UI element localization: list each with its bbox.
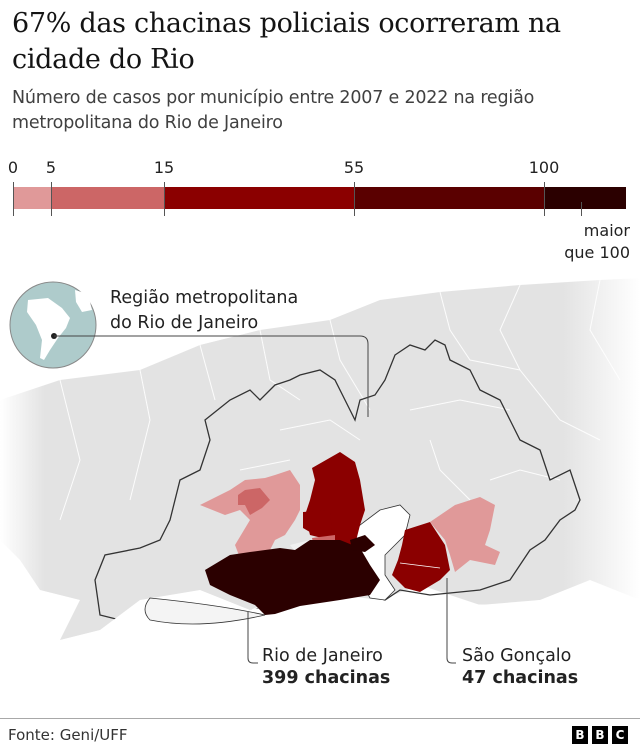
footer-divider (0, 718, 640, 719)
legend-bin-over-100 (544, 187, 626, 209)
rio-leader-line (247, 612, 258, 664)
sepetiba-bay (144, 597, 266, 625)
legend-tick (581, 202, 582, 216)
callout-value: 47 chacinas (462, 668, 579, 688)
legend-tick-label: 15 (153, 158, 175, 177)
legend-tick-label: 55 (343, 158, 365, 177)
legend-bin-5-15 (51, 187, 164, 209)
legend-tick (164, 182, 165, 216)
legend-bin-15-55 (164, 187, 354, 209)
callout-value: 399 chacinas (262, 668, 391, 688)
legend-tick (544, 182, 545, 216)
legend-tick-label: 5 (45, 158, 57, 177)
locator-label: Região metropolitana do Rio de Janeiro (110, 288, 299, 333)
municipality-dark-small (303, 510, 332, 535)
source-note: Fonte: Geni/UFF (8, 726, 128, 744)
municipality-light-east (430, 497, 500, 572)
color-legend: 0 5 15 55 100 maior que 100 (0, 150, 640, 265)
bbc-logo-letter: B (592, 726, 608, 744)
bbc-logo: B B C (572, 726, 628, 744)
bbc-logo-letter: B (572, 726, 588, 744)
sao-goncalo-leader-line (446, 578, 456, 664)
legend-tick (354, 182, 355, 216)
municipality-rio-de-janeiro (205, 540, 380, 615)
municipal-borders (59, 279, 621, 521)
locator-globe-icon (9, 281, 97, 369)
municipality-sao-goncalo (392, 522, 450, 592)
map (0, 278, 640, 702)
legend-tick-label: 0 (7, 158, 19, 177)
bbc-logo-letter: C (612, 726, 628, 744)
municipality-medium (238, 488, 270, 515)
callout-name: São Gonçalo (462, 646, 572, 666)
chart-subtitle: Número de casos por município entre 2007… (12, 88, 535, 133)
callout-name: Rio de Janeiro (262, 646, 383, 666)
legend-bin-0-5 (13, 187, 51, 209)
legend-tick (51, 182, 52, 216)
legend-tick (13, 182, 14, 216)
legend-tick-label: 100 (528, 158, 560, 177)
chart-title: 67% das chacinas policiais ocorreram na … (12, 8, 561, 75)
legend-overflow-label: maior que 100 (564, 221, 630, 262)
legend-bin-55-100 (354, 187, 544, 209)
municipality-niteroi-area (350, 535, 375, 552)
callout-rio-de-janeiro: Rio de Janeiro 399 chacinas (262, 645, 390, 689)
callout-sao-goncalo: São Gonçalo 47 chacinas (462, 645, 578, 689)
locator-leader-line (54, 335, 369, 417)
